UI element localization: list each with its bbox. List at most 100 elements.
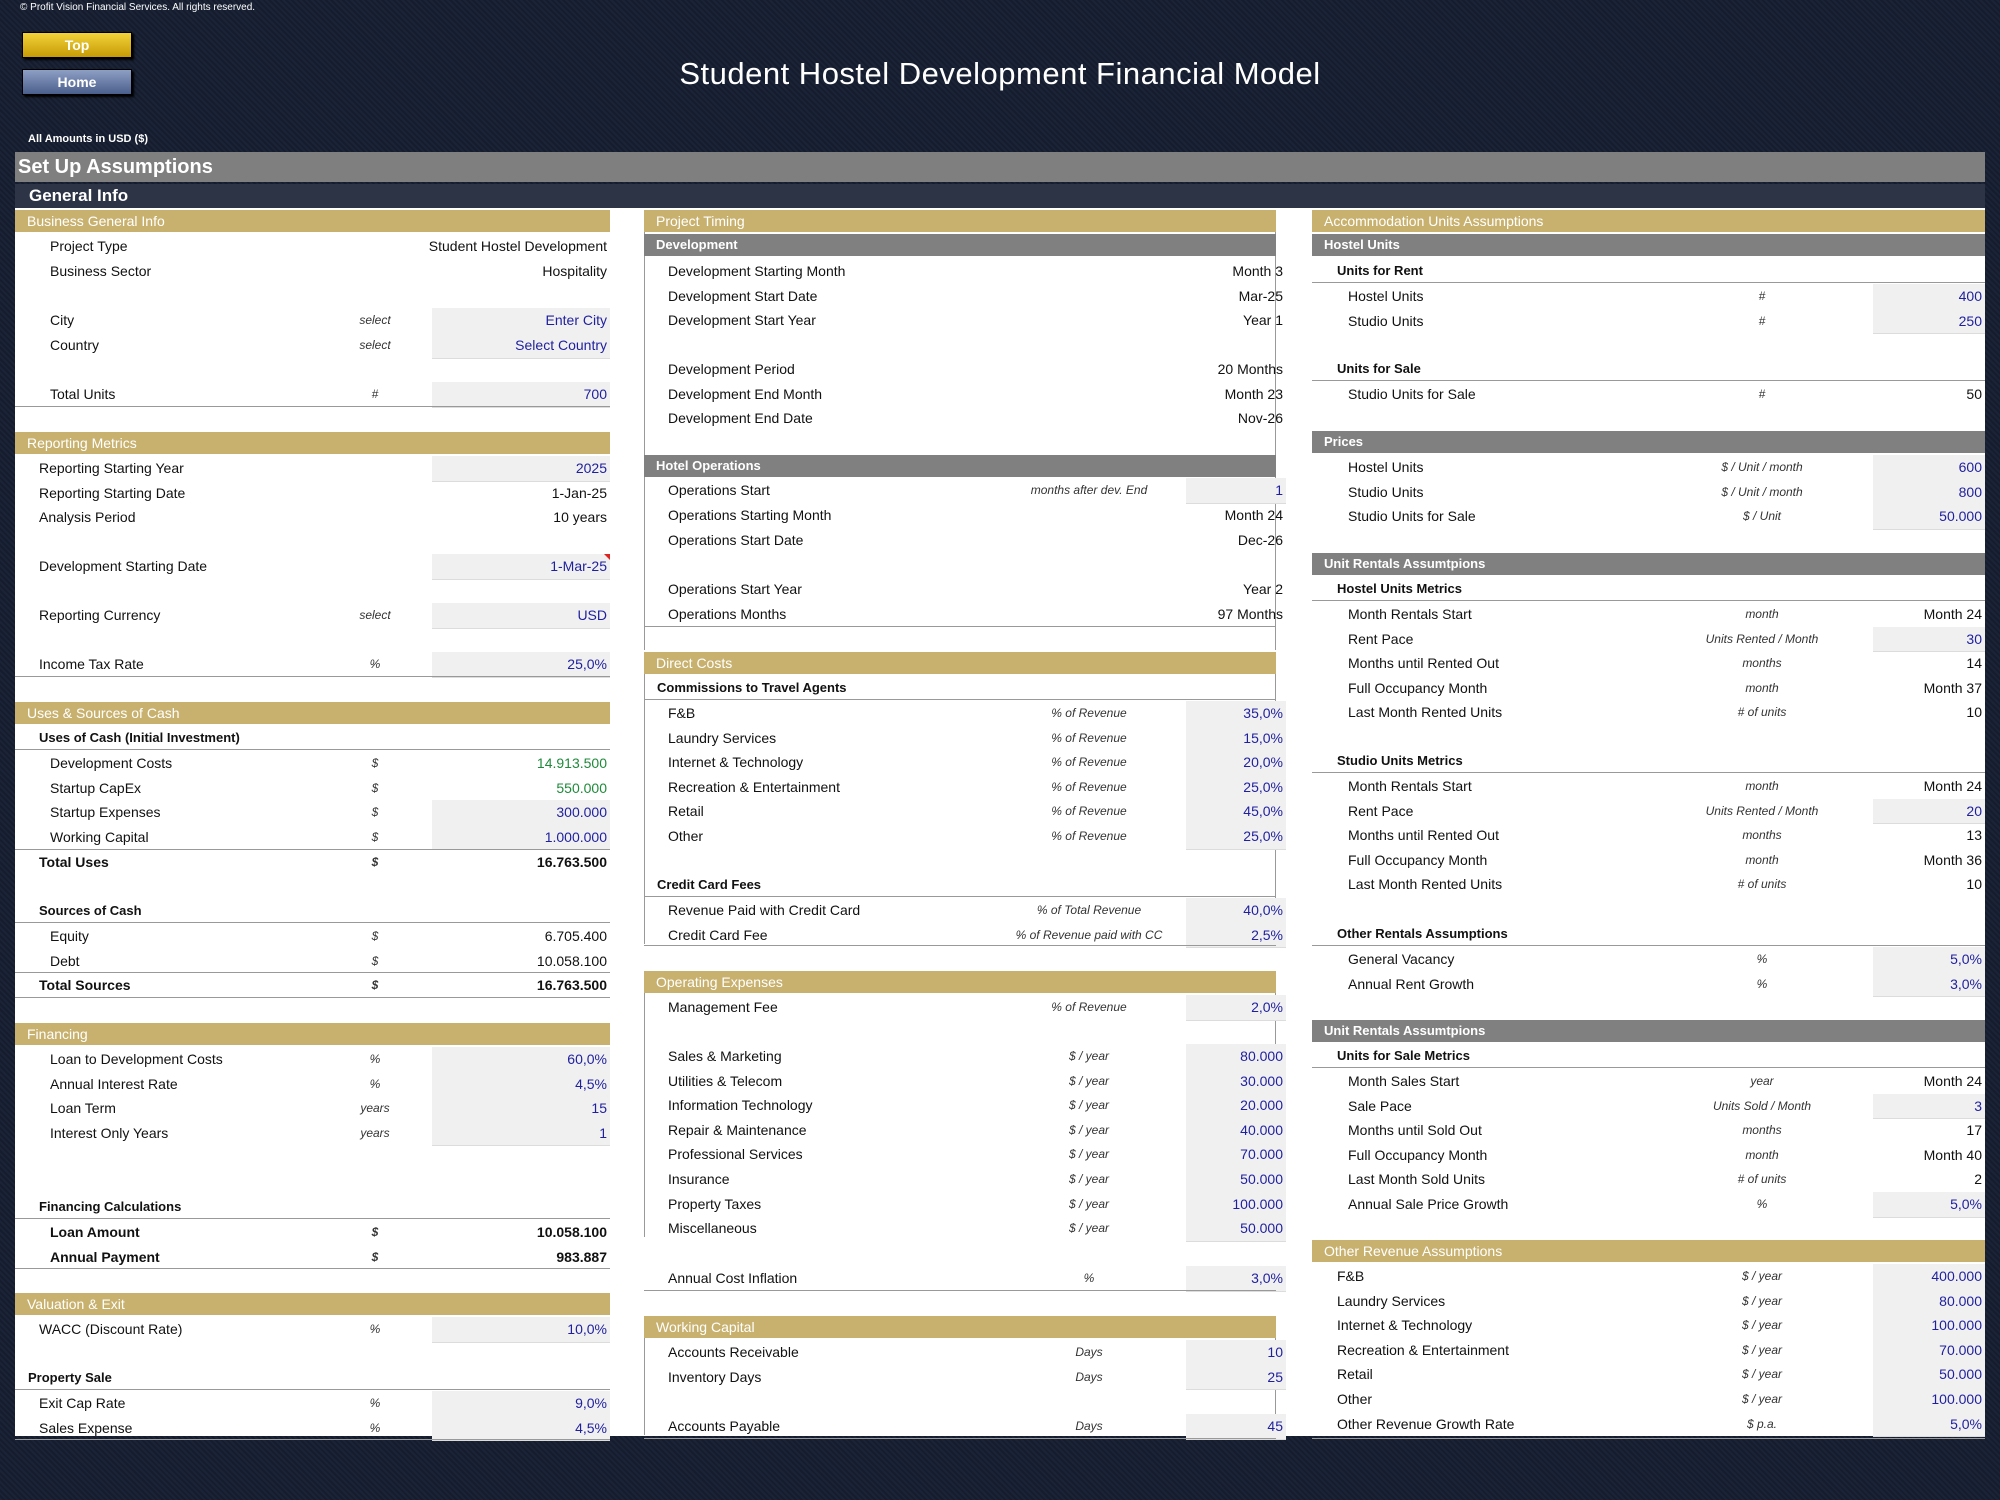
management-fee-input[interactable]: 2,0% (1186, 995, 1286, 1021)
professional-services-input[interactable]: 70.000 (1186, 1142, 1286, 1168)
last-month-sold-units-row: Last Month Sold Units # of units 2 (1312, 1167, 1985, 1192)
city-input[interactable]: Enter City (432, 308, 610, 334)
income-tax-input[interactable]: 25,0% (432, 652, 610, 678)
accounts-receivable-input[interactable]: 10 (1186, 1340, 1286, 1366)
hostel-units-input[interactable]: 600 (1873, 455, 1985, 481)
sale-pace-input[interactable]: 3 (1873, 1093, 1985, 1120)
retail-input[interactable]: 50.000 (1873, 1362, 1985, 1388)
units-for-sale-title-row: Units for Sale (1312, 357, 1985, 382)
divider (1312, 282, 1985, 283)
loan-to-development-costs-input[interactable]: 60,0% (432, 1047, 610, 1073)
country-select[interactable]: Select Country (432, 333, 610, 359)
other-unit: $ / year (1741, 1392, 1783, 1406)
interest-only-years-unit: years (360, 1125, 390, 1140)
exit-cap-rate-input[interactable]: 9,0% (432, 1391, 610, 1417)
internet-technology-input[interactable]: 100.000 (1873, 1313, 1985, 1339)
debt-unit: $ (371, 953, 379, 968)
development-costs-row: Development Costs $14.913.500 (15, 751, 610, 776)
miscellaneous-input[interactable]: 50.000 (1186, 1216, 1286, 1242)
equity-label: Equity (50, 928, 89, 944)
recreation-entertainment-unit: $ / year (1741, 1342, 1783, 1357)
uses-title: Uses of Cash (Initial Investment) (39, 730, 240, 745)
home-button[interactable]: Home (22, 69, 132, 95)
laundry-services-input[interactable]: 15,0% (1186, 725, 1286, 752)
sale-metrics-title-row: Units for Sale Metrics (1312, 1044, 1985, 1069)
retail-input[interactable]: 45,0% (1186, 799, 1286, 825)
credit-card-fee-input[interactable]: 2,5% (1186, 922, 1286, 949)
f-b-input[interactable]: 400.000 (1873, 1264, 1985, 1290)
loan-term-unit: years (360, 1101, 390, 1115)
top-button[interactable]: Top (22, 32, 132, 58)
page-title: Student Hostel Development Financial Mod… (679, 56, 1321, 91)
rent-pace-input[interactable]: 30 (1873, 626, 1985, 653)
retail-unit: % of Revenue (1051, 804, 1127, 819)
divider (15, 406, 610, 407)
recreation-entertainment-input[interactable]: 25,0% (1186, 774, 1286, 801)
studio-units-input[interactable]: 250 (1873, 308, 1985, 335)
property-taxes-row: Property Taxes $ / year 100.000 (644, 1191, 1286, 1218)
general-vacancy-input[interactable]: 5,0% (1873, 947, 1985, 973)
information-technology-input[interactable]: 20.000 (1186, 1093, 1286, 1119)
annual-payment-label: Annual Payment (50, 1248, 160, 1265)
property-taxes-label: Property Taxes (668, 1195, 762, 1212)
development-start-year-label: Development Start Year (668, 312, 816, 329)
annual-interest-rate-input[interactable]: 4,5% (432, 1071, 610, 1098)
sales-marketing-input[interactable]: 80.000 (1186, 1044, 1286, 1070)
reporting-starting-year-input[interactable]: 2025 (432, 456, 610, 482)
accounts-payable-input[interactable]: 45 (1186, 1414, 1286, 1440)
total-units-value[interactable]: 700 (432, 382, 610, 408)
wacc-input[interactable]: 10,0% (432, 1317, 610, 1343)
internet-technology-unit: $ / year (1741, 1318, 1783, 1333)
interest-only-years-input[interactable]: 1 (432, 1120, 610, 1147)
property-taxes-input[interactable]: 100.000 (1186, 1191, 1286, 1218)
sales-expense-input[interactable]: 4,5% (432, 1415, 610, 1442)
hostel-metrics-title-row: Hostel Units Metrics (1312, 577, 1985, 602)
operations-start-input[interactable]: 1 (1186, 478, 1286, 504)
operations-months-value: 97 Months (1217, 605, 1283, 622)
operations-start-label: Operations Start (668, 482, 770, 498)
reporting-currency-unit: select (359, 608, 391, 622)
studio-units-for-sale-input[interactable]: 50.000 (1873, 504, 1985, 530)
cost-inflation-input[interactable]: 3,0% (1186, 1266, 1286, 1292)
other-input[interactable]: 25,0% (1186, 824, 1286, 850)
operations-start-year-value: Year 2 (1243, 581, 1283, 597)
insurance-input[interactable]: 50.000 (1186, 1167, 1286, 1193)
laundry-services-input[interactable]: 80.000 (1873, 1288, 1985, 1315)
studio-units-input[interactable]: 800 (1873, 479, 1985, 506)
other-row: Other % of Revenue 25,0% (644, 824, 1286, 850)
reporting-currency-label: Reporting Currency (39, 607, 161, 623)
other-revenue-growth-rate-input[interactable]: 5,0% (1873, 1411, 1985, 1438)
other-input[interactable]: 100.000 (1873, 1387, 1985, 1413)
repair-maintenance-input[interactable]: 40.000 (1186, 1117, 1286, 1144)
internet-technology-input[interactable]: 20,0% (1186, 750, 1286, 776)
sales-expense-unit: % (369, 1420, 381, 1435)
utilities-telecom-input[interactable]: 30.000 (1186, 1068, 1286, 1095)
divider (15, 749, 610, 750)
revenue-paid-with-credit-card-input[interactable]: 40,0% (1186, 898, 1286, 924)
hostel-units-input[interactable]: 400 (1873, 284, 1985, 310)
total-uses-unit: $ (371, 855, 379, 869)
financing-calc-title: Financing Calculations (39, 1199, 182, 1214)
rent-pace-input[interactable]: 20 (1873, 798, 1985, 825)
f-b-input[interactable]: 35,0% (1186, 701, 1286, 727)
annual-sale-price-growth-input[interactable]: 5,0% (1873, 1192, 1985, 1218)
inventory-days-input[interactable]: 25 (1186, 1364, 1286, 1391)
reporting-currency-select[interactable]: USD (432, 603, 610, 629)
startup-expenses-input[interactable]: 300.000 (432, 800, 610, 826)
startup-expenses-unit: $ (371, 805, 379, 820)
information-technology-label: Information Technology (668, 1097, 813, 1114)
studio-units-for-sale-row: Studio Units for Sale # 50 (1312, 382, 1985, 407)
divider (15, 1218, 610, 1219)
divider (644, 626, 1276, 627)
annual-rent-growth-input[interactable]: 3,0% (1873, 971, 1985, 998)
month-rentals-start-value: Month 24 (1923, 778, 1982, 794)
dev-start-date-input[interactable]: 1-Mar-25 (432, 554, 610, 580)
business-sector-label: Business Sector (50, 263, 152, 279)
loan-term-input[interactable]: 15 (432, 1096, 610, 1122)
repair-maintenance-label: Repair & Maintenance (668, 1121, 807, 1138)
last-month-sold-units-value: 2 (1974, 1171, 1982, 1188)
working-capital-input[interactable]: 1.000.000 (432, 824, 610, 851)
divider (1312, 1438, 1985, 1439)
recreation-entertainment-input[interactable]: 70.000 (1873, 1337, 1985, 1364)
months-until-rented-out-row: Months until Rented Out months 14 (1312, 651, 1985, 676)
